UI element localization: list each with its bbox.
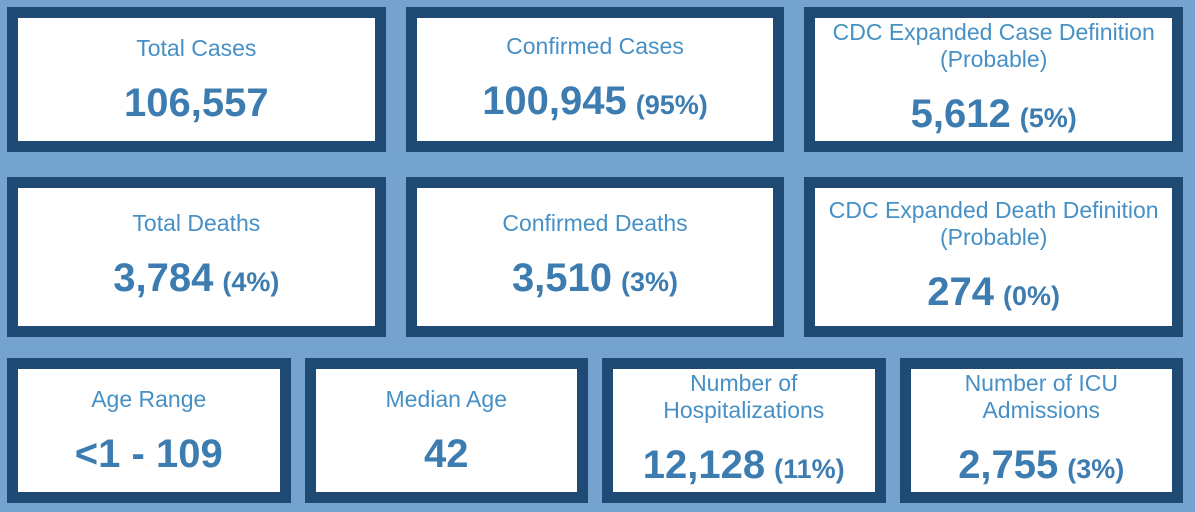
stat-card-confirmed-deaths: Confirmed Deaths 3,510 (3%) [405, 177, 785, 337]
stat-card-number: 274 [927, 269, 995, 314]
stat-card-percent: (11%) [774, 454, 845, 484]
stat-card-value: 42 [424, 432, 469, 476]
stat-card-number: 3,510 [511, 256, 613, 300]
stat-card-icu-admissions: Number of ICU Admissions 2,755 (3%) [899, 358, 1183, 503]
stats-row-cases: Total Cases 106,557 Confirmed Cases 100,… [7, 7, 1184, 152]
stat-card-percent: (4%) [222, 267, 280, 297]
stat-card-label: Median Age [385, 385, 507, 412]
stats-row-demographics: Age Range <1 - 109 Median Age 42 Number … [7, 358, 1183, 503]
stat-card-cdc-expanded-case-definition: CDC Expanded Case Definition (Probable) … [804, 7, 1184, 152]
stat-card-label: CDC Expanded Case Definition (Probable) [832, 19, 1155, 72]
stat-card-value: <1 - 109 [75, 432, 223, 476]
stat-card-number: 2,755 [958, 443, 1059, 487]
stat-card-value: 2,755 (3%) [958, 443, 1124, 491]
stat-card-value: 3,510 (3%) [512, 256, 678, 304]
stat-card-label: Number of ICU Admissions [964, 370, 1118, 423]
stat-card-value: 3,784 (4%) [113, 256, 279, 304]
stat-card-percent: (0%) [1003, 280, 1061, 311]
stat-card-label: Confirmed Deaths [502, 210, 688, 236]
stat-card-value: 106,557 [124, 81, 269, 125]
stat-card-number: 106,557 [124, 80, 269, 125]
stat-card-percent: (5%) [1019, 103, 1077, 133]
stat-card-percent: (95%) [635, 89, 708, 120]
stat-card-value: 12,128 (11%) [643, 443, 845, 491]
stat-card-value: 100,945 (95%) [482, 79, 708, 127]
stat-card-label: Age Range [91, 385, 207, 412]
stat-card-total-cases: Total Cases 106,557 [7, 7, 386, 152]
stat-card-number: 12,128 [642, 443, 766, 487]
stat-card-number: <1 - 109 [74, 431, 223, 476]
stat-card-age-range: Age Range <1 - 109 [7, 358, 291, 503]
stats-row-deaths: Total Deaths 3,784 (4%) Confirmed Deaths … [7, 177, 1184, 337]
stat-card-median-age: Median Age 42 [304, 358, 588, 503]
stat-card-cdc-expanded-death-definition: CDC Expanded Death Definition (Probable)… [804, 177, 1184, 337]
stat-card-number: 3,784 [113, 256, 214, 300]
stat-card-number: 100,945 [482, 78, 627, 123]
stat-card-number: 5,612 [910, 92, 1011, 136]
stat-card-percent: (3%) [621, 267, 679, 297]
stat-card-label: Number of Hospitalizations [663, 370, 825, 423]
stat-card-label: CDC Expanded Death Definition (Probable) [828, 196, 1159, 250]
stat-card-hospitalizations: Number of Hospitalizations 12,128 (11%) [602, 358, 886, 503]
stat-card-label: Total Deaths [132, 210, 261, 236]
stat-card-value: 5,612 (5%) [911, 92, 1077, 140]
stat-card-percent: (3%) [1067, 454, 1125, 484]
stat-card-label: Total Cases [136, 34, 257, 61]
stat-card-number: 42 [424, 431, 469, 476]
stat-card-total-deaths: Total Deaths 3,784 (4%) [7, 177, 386, 337]
stat-card-value: 274 (0%) [927, 270, 1060, 318]
stat-card-label: Confirmed Cases [506, 32, 684, 59]
stat-card-confirmed-cases: Confirmed Cases 100,945 (95%) [405, 7, 785, 152]
